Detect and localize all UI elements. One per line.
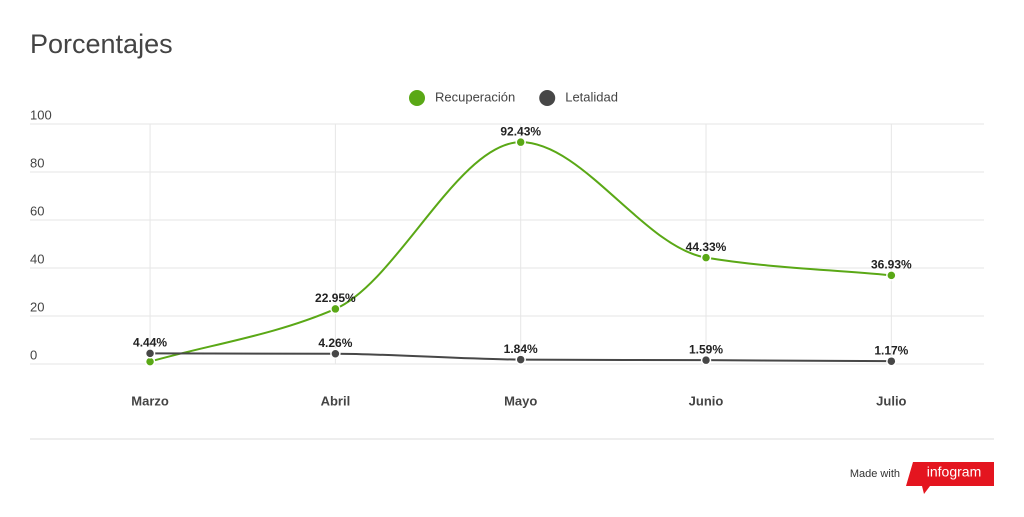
brand-logo[interactable] [906, 462, 994, 494]
data-point [330, 303, 341, 315]
data-label: 1.59% [689, 342, 723, 356]
y-tick-label: 100 [30, 107, 52, 122]
y-tick-label: 20 [30, 299, 44, 314]
data-label: 4.26% [318, 336, 352, 350]
brand-name[interactable]: infogram [927, 464, 981, 480]
y-tick-label: 40 [30, 251, 44, 266]
legend-swatch [409, 90, 425, 106]
y-tick-label: 60 [30, 203, 44, 218]
legend-label: Recuperación [435, 89, 515, 104]
data-label: 1.84% [504, 342, 538, 356]
x-tick-label: Abril [321, 393, 351, 408]
data-point [886, 355, 897, 367]
y-tick-label: 80 [30, 155, 44, 170]
chart-title: Porcentajes [30, 29, 173, 59]
data-point [330, 348, 341, 360]
data-point [700, 354, 712, 366]
legend-swatch [539, 90, 556, 106]
data-point [515, 354, 526, 365]
x-tick-label: Mayo [504, 393, 537, 408]
legend: Recuperación Letalidad [409, 89, 618, 106]
data-label: 44.33% [686, 240, 727, 254]
data-label: 4.44% [133, 336, 167, 350]
footer-text: Made with [850, 468, 900, 480]
x-tick-label: Julio [876, 393, 906, 408]
data-label: 22.95% [315, 291, 356, 305]
data-point [886, 270, 897, 281]
data-label: 92.43% [500, 124, 541, 138]
x-tick-label: Junio [689, 393, 724, 408]
data-point [700, 252, 712, 263]
legend-label: Letalidad [565, 89, 618, 104]
x-tick-label: Marzo [131, 393, 169, 408]
data-label: 36.93% [871, 258, 912, 272]
data-point [515, 136, 526, 148]
y-tick-label: 0 [30, 347, 37, 362]
data-point [144, 348, 156, 359]
data-label: 1.17% [874, 343, 908, 357]
